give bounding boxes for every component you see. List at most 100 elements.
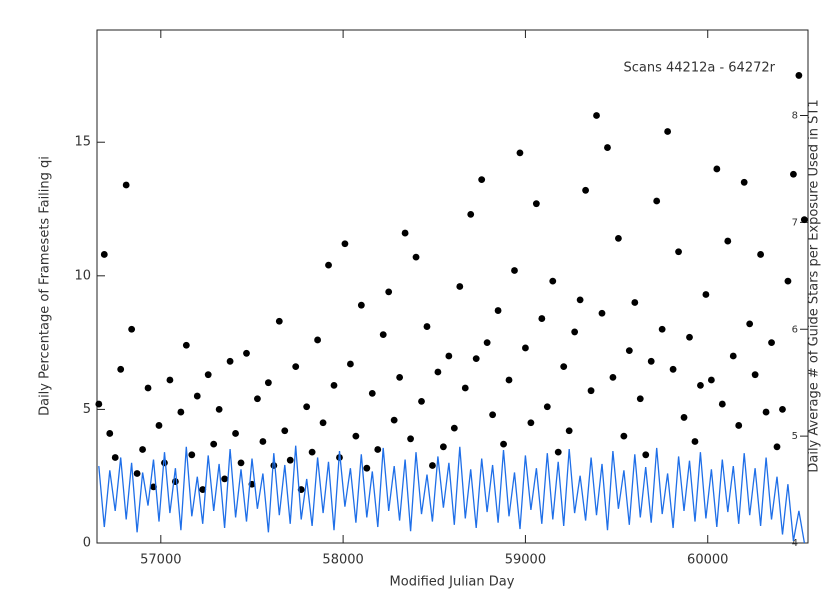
data-point <box>100 251 108 258</box>
data-point <box>636 395 644 403</box>
y-tick-label: 5 <box>83 402 91 417</box>
data-point <box>615 235 622 242</box>
data-point <box>576 296 584 304</box>
data-point <box>543 403 551 411</box>
data-point <box>368 389 376 397</box>
data-point <box>511 267 518 274</box>
data-point <box>401 229 409 237</box>
data-point <box>418 397 425 405</box>
data-point <box>456 283 464 290</box>
data-point <box>95 400 103 408</box>
data-point <box>795 72 803 79</box>
y-tick-label: 15 <box>74 135 91 150</box>
data-point <box>139 446 146 453</box>
annotation: Scans 44212a - 64272r <box>624 61 776 76</box>
data-point <box>281 427 289 435</box>
data-point <box>538 315 546 322</box>
y-axis-title: Daily Percentage of Framesets Failing qi <box>38 156 53 416</box>
data-point <box>264 379 272 387</box>
data-point <box>669 365 677 373</box>
data-point <box>434 368 442 376</box>
data-point <box>111 454 119 461</box>
data-point <box>412 253 420 261</box>
data-point <box>478 176 486 184</box>
data-point <box>697 381 704 389</box>
data-point <box>675 248 682 256</box>
data-point <box>199 486 207 493</box>
data-point <box>467 210 475 218</box>
data-point <box>773 443 781 451</box>
x-tick-label: 57000 <box>140 553 181 568</box>
data-point <box>554 448 562 456</box>
data-point <box>385 288 393 296</box>
data-point <box>746 320 754 328</box>
data-point <box>653 197 661 205</box>
data-point <box>232 430 239 437</box>
data-point <box>341 240 349 248</box>
data-point <box>560 363 568 371</box>
data-point <box>254 395 261 403</box>
data-point <box>166 376 174 384</box>
data-point <box>450 424 458 432</box>
data-point <box>423 323 431 330</box>
data-point <box>379 331 387 338</box>
data-point <box>729 352 737 360</box>
data-point <box>779 406 786 413</box>
data-point <box>505 376 513 384</box>
data-point <box>221 475 229 483</box>
x-tick-label: 60000 <box>687 553 728 568</box>
data-point <box>303 403 311 411</box>
data-point <box>762 408 770 416</box>
data-point <box>270 462 278 469</box>
x-tick-label: 59000 <box>505 553 546 568</box>
data-point <box>314 336 321 344</box>
data-point <box>735 422 743 429</box>
data-point <box>155 422 163 429</box>
x-axis-title: Modified Julian Day <box>390 575 515 590</box>
data-point <box>193 392 201 400</box>
data-point <box>587 387 595 395</box>
data-point <box>768 339 775 347</box>
data-point <box>128 325 136 333</box>
data-point <box>565 427 573 435</box>
data-point <box>390 416 398 424</box>
data-point <box>647 357 655 365</box>
data-point <box>352 432 360 440</box>
y2-tick-label: 6 <box>792 324 798 335</box>
y2-tick-label: 5 <box>792 431 798 442</box>
data-point <box>527 419 535 427</box>
data-point <box>177 408 185 416</box>
data-point <box>275 317 283 325</box>
data-point <box>144 384 152 392</box>
data-point <box>751 371 759 379</box>
data-point <box>740 178 748 186</box>
data-point <box>215 406 223 413</box>
data-point <box>516 149 524 157</box>
data-point <box>571 328 579 336</box>
data-point <box>407 435 414 443</box>
data-point <box>800 216 808 224</box>
y2-axis-title: Daily Average # of Guide Stars per Expos… <box>807 99 821 472</box>
data-point <box>702 291 710 298</box>
data-point <box>347 360 354 368</box>
data-point <box>117 365 125 373</box>
data-point <box>724 237 732 245</box>
data-point <box>790 170 797 178</box>
data-point <box>308 448 316 456</box>
data-point <box>707 376 715 384</box>
data-point <box>396 373 404 381</box>
data-point <box>292 363 300 371</box>
y-tick-label: 0 <box>83 536 91 551</box>
data-point <box>445 352 453 360</box>
data-point <box>204 371 212 379</box>
data-point <box>106 430 114 437</box>
data-point <box>532 200 540 208</box>
y2-tick-label: 7 <box>792 217 798 228</box>
y2-tick-label: 8 <box>792 111 798 122</box>
data-point <box>664 128 672 135</box>
data-point <box>122 181 130 189</box>
data-point <box>757 251 764 258</box>
data-point <box>593 112 600 119</box>
data-point <box>631 299 639 306</box>
